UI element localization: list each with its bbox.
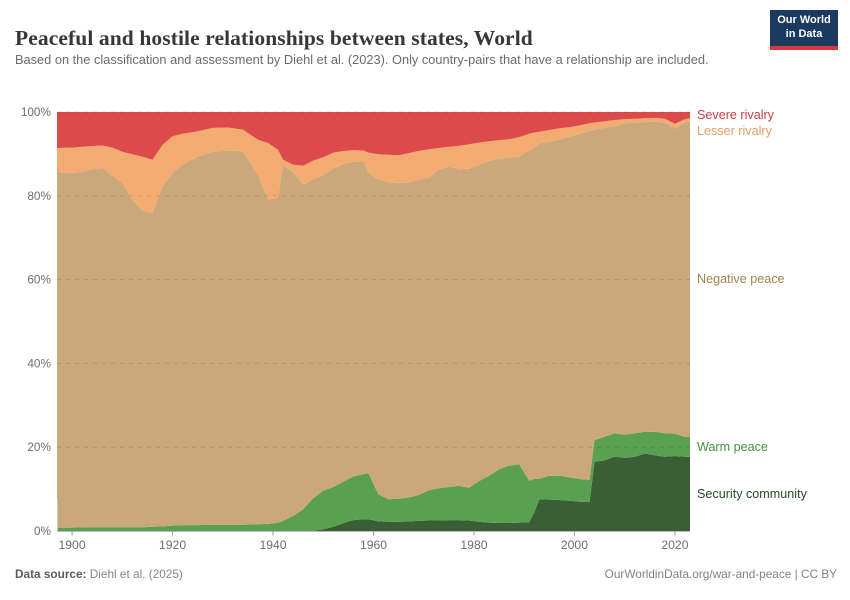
x-tick-label: 1900 xyxy=(59,538,86,552)
x-tick-label: 1960 xyxy=(360,538,387,552)
y-tick-label: 80% xyxy=(27,189,51,203)
credit-link[interactable]: OurWorldinData.org/war-and-peace | CC BY xyxy=(604,567,837,581)
y-tick-label: 40% xyxy=(27,356,51,370)
data-source-label: Data source: xyxy=(15,567,87,581)
legend-label-lesser-rivalry: Lesser rivalry xyxy=(697,124,773,138)
owid-logo-line1: Our World xyxy=(777,14,831,27)
area-security-community xyxy=(57,453,690,531)
x-tick-label: 1980 xyxy=(460,538,487,552)
y-tick-label: 20% xyxy=(27,440,51,454)
y-tick-label: 0% xyxy=(34,524,52,538)
x-tick-label: 2020 xyxy=(661,538,688,552)
area-severe-rivalry xyxy=(57,112,690,166)
area-warm-peace xyxy=(57,431,690,531)
legend-label-warm-peace: Warm peace xyxy=(697,440,768,454)
x-tick-label: 2000 xyxy=(561,538,588,552)
data-source: Data source: Diehl et al. (2025) xyxy=(15,567,183,581)
owid-logo[interactable]: Our World in Data xyxy=(770,10,838,50)
area-negative-peace xyxy=(57,121,690,528)
x-tick-label: 1940 xyxy=(259,538,286,552)
area-lesser-rivalry xyxy=(57,117,690,213)
legend-label-severe-rivalry: Severe rivalry xyxy=(697,108,775,122)
legend-label-negative-peace: Negative peace xyxy=(697,272,785,286)
legend-label-security-community: Security community xyxy=(697,487,808,501)
data-source-value: Diehl et al. (2025) xyxy=(86,567,183,581)
x-tick-label: 1920 xyxy=(159,538,186,552)
y-tick-label: 60% xyxy=(27,273,51,287)
page-title: Peaceful and hostile relationships betwe… xyxy=(15,26,533,51)
chart-footer: Data source: Diehl et al. (2025) OurWorl… xyxy=(0,567,850,589)
chart-subtitle: Based on the classification and assessme… xyxy=(15,52,709,67)
owid-logo-line2: in Data xyxy=(785,28,823,40)
y-tick-label: 100% xyxy=(21,105,52,119)
